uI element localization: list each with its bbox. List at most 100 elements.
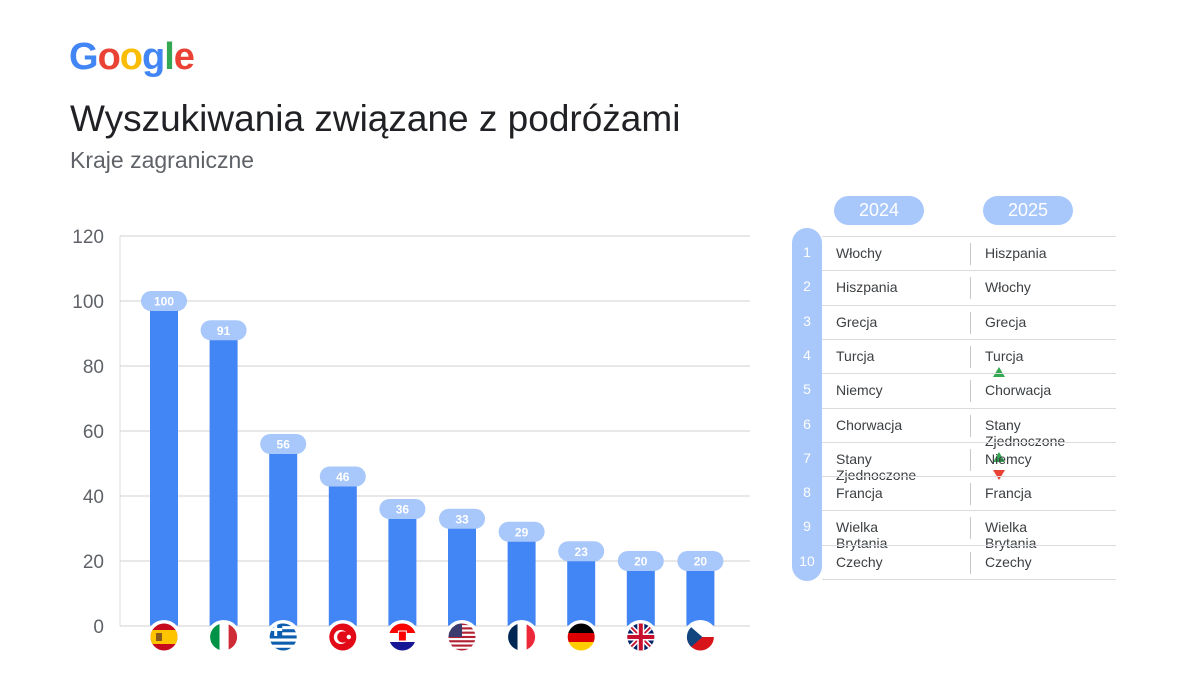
row-divider bbox=[822, 441, 1116, 443]
country-2025: Włochy bbox=[985, 279, 1031, 296]
data-label-pill bbox=[260, 434, 307, 454]
country-2025: Chorwacja bbox=[985, 382, 1052, 399]
country-2024: Hiszpania bbox=[836, 279, 898, 296]
country-2024: Czechy bbox=[836, 553, 883, 570]
country-2025: Wielka Brytania bbox=[985, 519, 1037, 552]
country-2024: Wielka Brytania bbox=[836, 519, 888, 552]
usa-flag-icon bbox=[448, 623, 476, 651]
uk-flag-icon bbox=[627, 623, 655, 651]
data-label: 91 bbox=[217, 324, 231, 338]
country-2025: Niemcy bbox=[985, 450, 1032, 467]
country-2025: Turcja bbox=[985, 347, 1024, 364]
bar bbox=[209, 330, 238, 626]
country-2025-cell: Francja bbox=[985, 485, 1032, 501]
data-label-pill bbox=[498, 521, 545, 542]
row-divider bbox=[822, 544, 1116, 546]
data-label: 46 bbox=[336, 470, 350, 484]
country-2025-cell: Chorwacja bbox=[985, 382, 1051, 398]
country-2024: Francja bbox=[836, 485, 883, 502]
column-divider bbox=[970, 414, 971, 437]
row-divider bbox=[822, 373, 1116, 375]
column-divider bbox=[970, 277, 971, 300]
data-label-pill bbox=[677, 551, 724, 571]
bar bbox=[626, 561, 655, 626]
rank-number: 5 bbox=[803, 381, 811, 398]
rank-number: 10 bbox=[799, 552, 815, 569]
rank-number: 7 bbox=[803, 449, 811, 466]
bar bbox=[388, 509, 417, 626]
header-2025: 2025 bbox=[983, 196, 1073, 225]
y-tick-label: 40 bbox=[83, 487, 104, 508]
croatia-flag-icon bbox=[388, 623, 416, 651]
bar bbox=[507, 531, 536, 626]
column-divider bbox=[970, 380, 971, 403]
data-label-pill bbox=[141, 291, 187, 311]
country-2025-cell: Wielka Brytania bbox=[985, 519, 1036, 551]
data-label-pill bbox=[319, 466, 366, 487]
column-divider bbox=[970, 517, 971, 540]
data-label: 36 bbox=[396, 503, 410, 517]
spain-flag-icon bbox=[150, 623, 178, 651]
y-tick-label: 0 bbox=[93, 617, 104, 638]
greece-flag-icon bbox=[269, 623, 297, 651]
logo-letter: e bbox=[173, 36, 195, 78]
data-label: 33 bbox=[455, 512, 469, 526]
country-2024: Turcja bbox=[836, 347, 875, 364]
rank-number: 4 bbox=[803, 346, 811, 363]
data-label: 100 bbox=[154, 295, 174, 309]
logo-letter: g bbox=[142, 36, 165, 78]
country-2025: Stany Zjednoczone bbox=[985, 416, 1066, 449]
country-2025-cell: Turcja bbox=[985, 348, 1023, 380]
column-divider bbox=[970, 551, 971, 574]
data-label-pill bbox=[379, 499, 426, 519]
column-divider bbox=[970, 243, 971, 265]
rank-number: 6 bbox=[803, 415, 811, 432]
bar bbox=[328, 476, 357, 626]
country-2025-cell: Grecja bbox=[985, 314, 1026, 330]
data-label: 20 bbox=[694, 555, 708, 569]
country-2025-cell: Czechy bbox=[985, 554, 1032, 570]
country-2024: Włochy bbox=[836, 245, 882, 261]
row-divider bbox=[822, 304, 1116, 306]
country-2024: Niemcy bbox=[836, 382, 883, 399]
data-label-pill bbox=[617, 551, 664, 571]
page-subtitle: Kraje zagraniczne bbox=[70, 147, 255, 173]
row-divider bbox=[822, 476, 1116, 478]
google-logo: Google bbox=[69, 36, 195, 79]
rank-number: 8 bbox=[803, 484, 811, 501]
rank-number: 9 bbox=[803, 518, 811, 535]
y-tick-label: 80 bbox=[83, 357, 104, 378]
y-tick-label: 60 bbox=[83, 422, 104, 443]
bar bbox=[448, 518, 476, 626]
column-divider bbox=[970, 345, 971, 368]
rank-number: 3 bbox=[803, 312, 811, 329]
country-2024: Grecja bbox=[836, 313, 878, 330]
italy-flag-icon bbox=[210, 623, 238, 651]
bar bbox=[269, 444, 298, 626]
y-tick-label: 120 bbox=[72, 227, 104, 248]
bar bbox=[686, 561, 715, 626]
bar bbox=[150, 301, 178, 626]
logo-letter: o bbox=[97, 36, 121, 78]
logo-letter: l bbox=[164, 36, 175, 78]
data-label: 29 bbox=[515, 525, 529, 539]
rank-column bbox=[792, 228, 822, 581]
row-divider bbox=[822, 338, 1116, 340]
column-divider bbox=[970, 448, 971, 471]
turkey-flag-icon bbox=[329, 623, 357, 651]
bar bbox=[567, 551, 596, 626]
country-2025: Grecja bbox=[985, 313, 1027, 330]
country-2025-cell: Niemcy bbox=[985, 451, 1032, 483]
row-divider bbox=[822, 407, 1116, 409]
row-divider bbox=[822, 510, 1116, 512]
data-label: 23 bbox=[575, 545, 589, 559]
country-2025-cell: Hiszpania bbox=[985, 245, 1046, 261]
row-divider bbox=[822, 236, 1116, 237]
trend-up-icon bbox=[993, 366, 1005, 377]
france-flag-icon bbox=[508, 623, 536, 651]
data-label-pill bbox=[558, 541, 605, 562]
row-divider bbox=[822, 270, 1116, 272]
rank-number: 2 bbox=[803, 278, 811, 295]
data-label-pill bbox=[200, 320, 247, 341]
